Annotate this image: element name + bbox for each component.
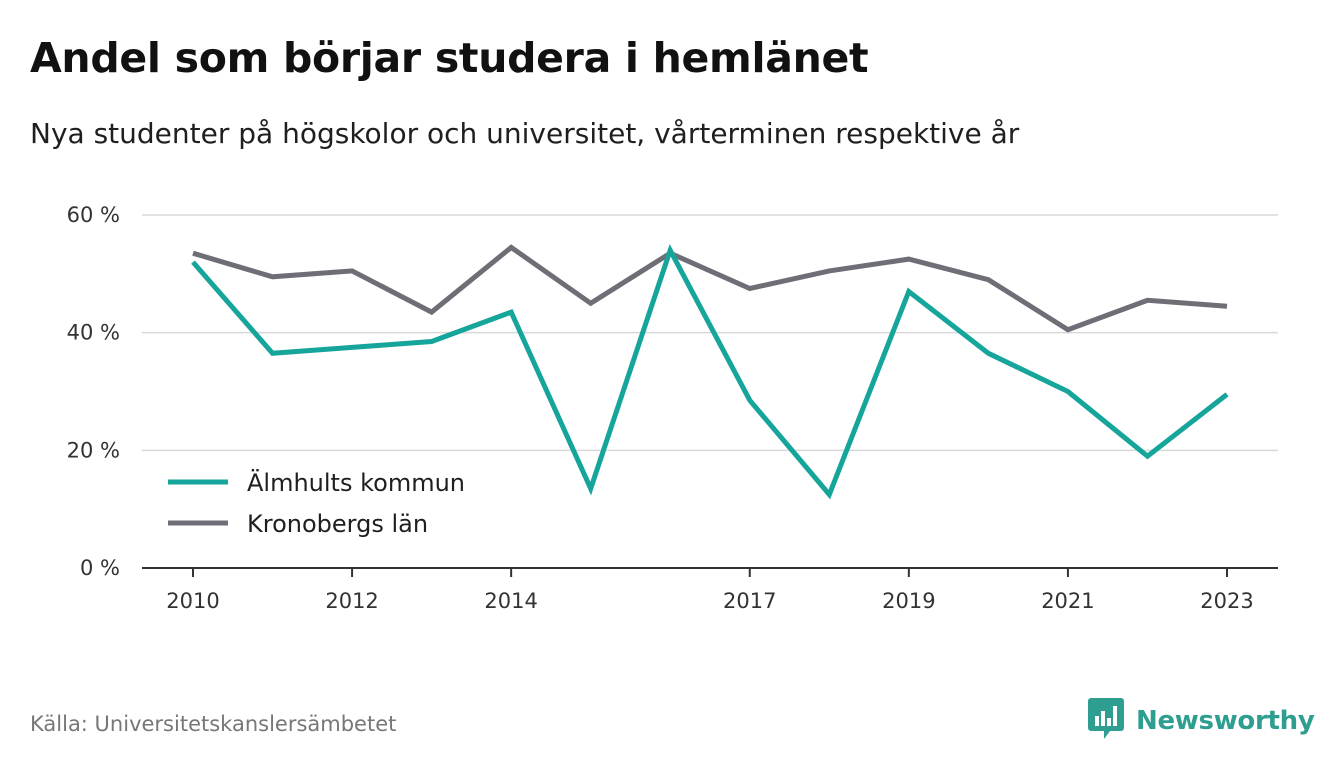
legend-label: Kronobergs län (247, 510, 428, 538)
chart-title: Andel som börjar studera i hemlänet (30, 34, 869, 82)
x-tick-label: 2012 (325, 589, 378, 613)
series-line-kronoberg (192, 244, 1228, 333)
legend: Älmhults kommun Kronobergs län (168, 468, 465, 538)
y-tick-label: 40 % (67, 321, 120, 345)
x-axis: 2010 2012 2014 2017 2019 2021 2023 (142, 567, 1278, 613)
x-tick-label: 2021 (1041, 589, 1094, 613)
series-lines (191, 243, 1229, 500)
x-tick-label: 2017 (723, 589, 776, 613)
brand-name: Newsworthy (1136, 706, 1315, 736)
x-tick-label: 2023 (1200, 589, 1253, 613)
x-tick-label: 2019 (882, 589, 935, 613)
brand-logo[interactable]: Newsworthy (1088, 698, 1315, 744)
series-line-almhult (191, 243, 1229, 500)
y-tick-label: 0 % (80, 556, 120, 580)
newsworthy-logo-icon (1088, 698, 1124, 744)
y-axis-ticks: 0 % 20 % 40 % 60 % (67, 203, 120, 580)
chart-subtitle: Nya studenter på högskolor och universit… (30, 117, 1020, 150)
x-tick-label: 2010 (166, 589, 219, 613)
y-tick-label: 20 % (67, 438, 120, 462)
source-note: Källa: Universitetskanslersämbetet (30, 712, 397, 736)
gridlines (142, 214, 1278, 452)
x-tick-label: 2014 (484, 589, 537, 613)
y-tick-label: 60 % (67, 203, 120, 227)
legend-label: Älmhults kommun (247, 468, 465, 497)
